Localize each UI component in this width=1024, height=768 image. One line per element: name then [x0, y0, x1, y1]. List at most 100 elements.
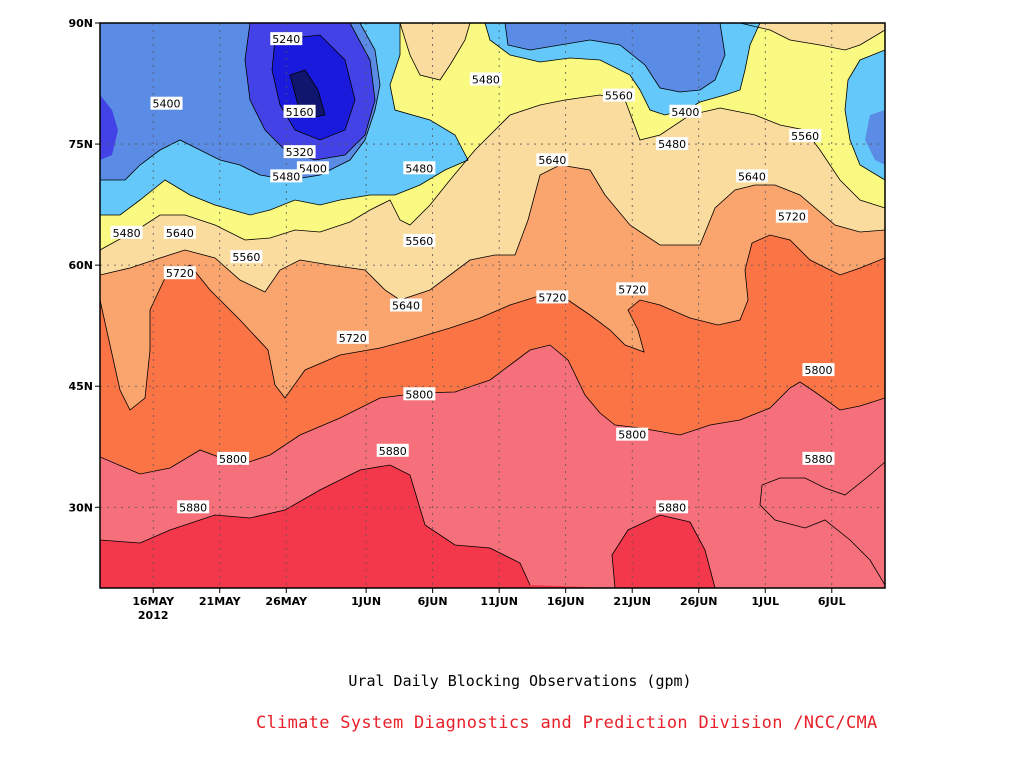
x-tick-label: 26JUN: [680, 595, 718, 608]
contour-label: 5800: [217, 451, 250, 466]
contour-label-text: 5560: [405, 235, 433, 248]
contour-label-bg: [177, 500, 210, 514]
fill-band-5560-north: [740, 23, 885, 50]
x-tick-label: 1JUN: [351, 595, 381, 608]
y-tick-label: 30N: [68, 501, 93, 514]
contour-label-bg: [296, 161, 329, 175]
contour-label-bg: [403, 387, 436, 401]
contour-5400-b: [504, 23, 726, 93]
contour-5480-b: [484, 23, 761, 116]
contour-label: 5800: [616, 427, 649, 442]
contour-label: 5560: [403, 233, 436, 248]
contour-label-text: 5560: [232, 251, 260, 264]
contour-label-text: 5640: [392, 300, 420, 313]
x-tick-label: 16MAY: [132, 595, 175, 608]
contour-label: 5800: [802, 363, 835, 377]
contour-5880-c: [759, 461, 885, 586]
contour-label-bg: [735, 169, 768, 183]
contour-label-bg: [217, 451, 250, 465]
contour-label: 5560: [602, 88, 635, 103]
contour-label: 5880: [802, 451, 835, 466]
contour-label: 5720: [163, 266, 196, 280]
contour-label: 5480: [270, 169, 303, 183]
contour-label-bg: [376, 443, 409, 457]
contour-label-text: 5400: [299, 162, 327, 175]
fill-band-5160: [290, 70, 325, 118]
contour-5480: [100, 23, 469, 216]
contour-label: 5320: [283, 145, 316, 159]
contour-5560-north2: [399, 23, 471, 81]
contour-label-bg: [536, 290, 569, 304]
contour-label-text: 5800: [804, 364, 832, 377]
contour-label-bg: [403, 161, 436, 175]
contour-label-bg: [270, 169, 303, 183]
contour-label: 5880: [177, 500, 210, 514]
contour-label-bg: [656, 500, 689, 514]
contour-5640: [100, 164, 885, 301]
contour-label: 5640: [163, 225, 196, 240]
chart-title: Ural Daily Blocking Observations (gpm): [348, 672, 692, 690]
contour-label: 5480: [656, 137, 689, 151]
contour-label-text: 5480: [472, 74, 500, 87]
contour-label: 5720: [336, 330, 369, 345]
contour-label: 5880: [656, 500, 689, 514]
contour-label-bg: [669, 104, 702, 118]
contour-label: 5480: [403, 161, 436, 175]
contour-label-text: 5240: [272, 33, 300, 46]
contour-label-bg: [403, 233, 436, 247]
contour-label-bg: [789, 129, 822, 142]
contour-label: 5720: [616, 282, 649, 296]
contour-label-text: 5320: [286, 146, 314, 159]
contour-label-text: 5720: [538, 291, 566, 304]
y-tick-label: 90N: [68, 17, 93, 30]
contour-5400: [100, 23, 381, 181]
contour-label-text: 5480: [658, 138, 686, 151]
contour-5560-north: [739, 23, 885, 51]
contour-label-bg: [283, 104, 316, 118]
contour-label: 5240: [270, 32, 303, 46]
contour-label: 5480: [469, 72, 502, 87]
contour-label-text: 5400: [671, 106, 699, 119]
contour-label-text: 5880: [179, 501, 207, 514]
contour-label-text: 5560: [791, 130, 819, 143]
contour-label-bg: [230, 250, 263, 264]
x-tick-label: 11JUN: [480, 595, 518, 608]
contour-5320: [244, 23, 376, 161]
contour-label-text: 5400: [153, 98, 181, 111]
contour-label-text: 5880: [658, 501, 686, 514]
contour-label-text: 5640: [538, 154, 566, 167]
contour-label-bg: [602, 88, 635, 102]
contour-label-bg: [536, 153, 569, 167]
contour-5480-c: [844, 49, 885, 181]
contour-label: 5160: [283, 104, 316, 119]
contour-label-text: 5640: [738, 170, 766, 183]
contour-label: 5480: [110, 225, 143, 240]
fill-band-5560-north2: [400, 23, 470, 80]
contour-label-bg: [656, 137, 689, 151]
contour-label-text: 5480: [405, 162, 433, 175]
x-tick-label: 6JUN: [418, 595, 448, 608]
contour-5240: [271, 34, 356, 141]
contour-label-text: 5480: [272, 170, 300, 183]
contour-5880: [100, 464, 531, 586]
y-tick-label: 45N: [68, 380, 93, 393]
contour-label-bg: [775, 209, 808, 223]
contour-label-text: 5720: [339, 332, 367, 345]
grid: [100, 23, 885, 588]
plot-frame: [99, 22, 886, 589]
fill-band-5320-west: [100, 95, 118, 160]
contour-label-bg: [110, 225, 143, 239]
contour-label-text: 5720: [778, 211, 806, 224]
contour-label: 5880: [376, 443, 409, 458]
contour-label-text: 5880: [804, 453, 832, 466]
contour-label-text: 5640: [166, 227, 194, 240]
x-tick-label: 2012: [138, 609, 169, 622]
contour-label: 5640: [536, 153, 569, 167]
contour-5560: [100, 94, 885, 251]
contour-label-bg: [802, 363, 835, 377]
contour-label-text: 5880: [379, 445, 407, 458]
x-tick-label: 21JUN: [613, 595, 651, 608]
x-tick-label: 26MAY: [265, 595, 308, 608]
